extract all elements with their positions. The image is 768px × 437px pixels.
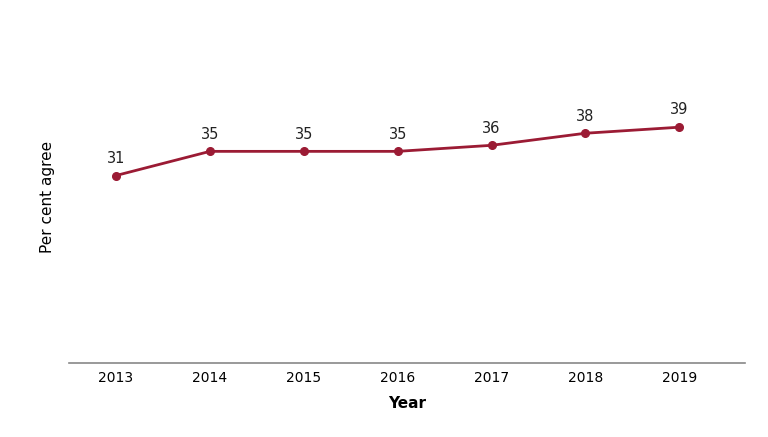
Y-axis label: Per cent agree: Per cent agree — [40, 141, 55, 253]
Text: 35: 35 — [200, 127, 219, 142]
Text: 31: 31 — [107, 151, 125, 166]
Text: 35: 35 — [295, 127, 313, 142]
Text: 38: 38 — [576, 108, 594, 124]
Text: 36: 36 — [482, 121, 501, 135]
Text: 39: 39 — [670, 103, 688, 118]
Text: 35: 35 — [389, 127, 407, 142]
X-axis label: Year: Year — [388, 396, 426, 411]
